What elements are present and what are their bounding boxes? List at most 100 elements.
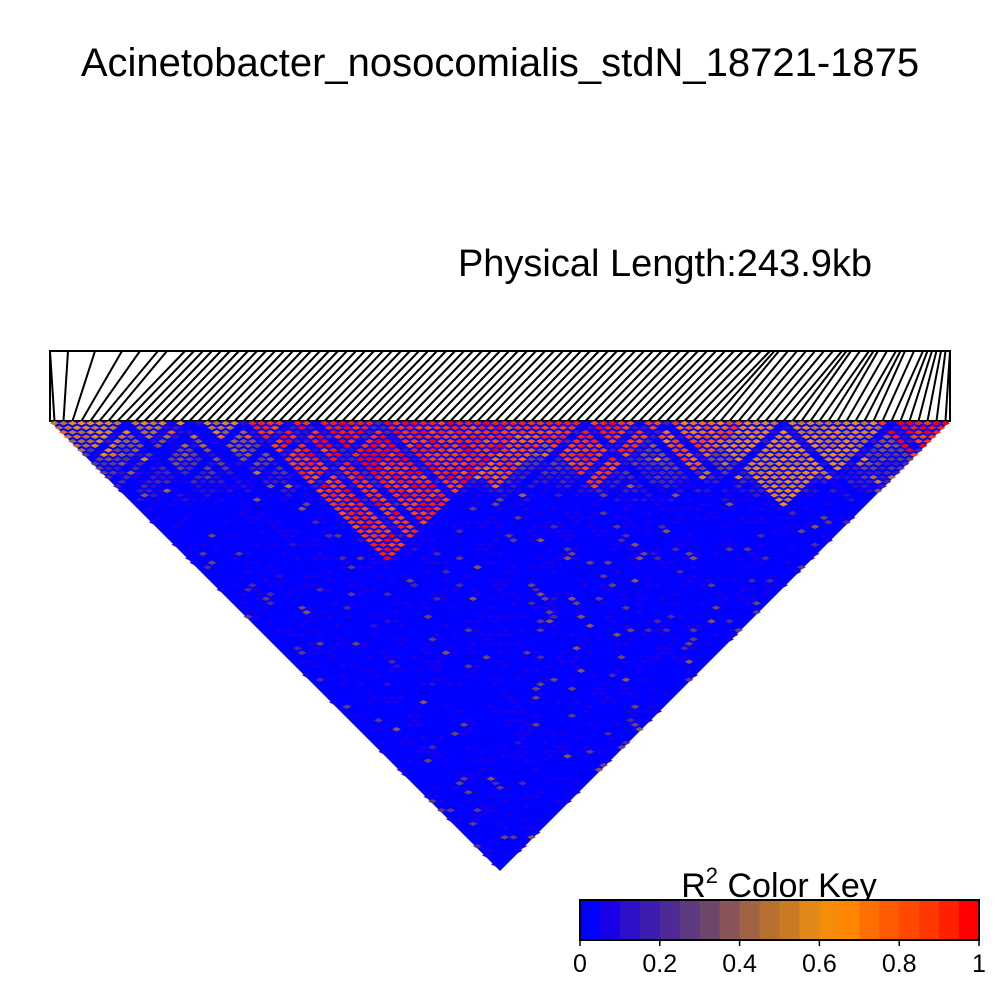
ld-cell: [761, 457, 770, 462]
ld-cell: [500, 718, 509, 723]
ld-cell: [500, 583, 509, 588]
ld-cell: [288, 632, 298, 637]
ld-cell: [684, 425, 694, 430]
ld-cell: [779, 583, 788, 588]
ld-cell: [545, 529, 554, 534]
ld-cell: [432, 479, 442, 484]
color-key-bins: [580, 900, 980, 940]
ld-cell: [774, 452, 784, 457]
ld-cell: [540, 425, 550, 430]
ld-cell: [558, 470, 568, 475]
ld-cell: [603, 443, 613, 448]
ld-cell: [149, 475, 158, 480]
ld-cell: [113, 448, 122, 453]
ld-cell: [819, 533, 829, 538]
ld-cell: [914, 421, 923, 426]
snp-connector: [512, 350, 582, 422]
ld-cell: [545, 484, 554, 489]
ld-cell: [81, 452, 91, 457]
ld-cell: [527, 439, 536, 444]
ld-cell: [423, 425, 433, 430]
ld-cell: [158, 466, 167, 471]
ld-cell: [779, 502, 788, 507]
color-key-bin: [639, 900, 661, 940]
ld-cell: [338, 673, 347, 678]
ld-cell: [792, 434, 802, 439]
ld-cell: [383, 547, 392, 552]
ld-cell: [585, 443, 595, 448]
ld-cell: [819, 452, 829, 457]
ld-cell: [621, 686, 631, 691]
ld-cell: [306, 452, 316, 457]
ld-cell: [536, 691, 545, 696]
ld-cell: [585, 722, 595, 727]
ld-cell: [450, 650, 460, 655]
ld-cell: [482, 457, 491, 462]
ld-cell: [891, 461, 901, 466]
ld-cell: [693, 443, 703, 448]
ld-cell: [792, 488, 802, 493]
ld-cell: [149, 421, 158, 426]
ld-cell: [144, 506, 154, 511]
ld-cell: [545, 565, 554, 570]
ld-cell: [770, 484, 779, 489]
ld-cell: [419, 493, 428, 498]
ld-cell: [590, 430, 599, 435]
ld-cell: [113, 466, 122, 471]
ld-cell: [482, 448, 491, 453]
ld-cell: [333, 515, 343, 520]
snp-connector: [557, 350, 627, 422]
ld-cell: [347, 475, 356, 480]
ld-cell: [738, 461, 748, 466]
ld-cell: [396, 452, 406, 457]
ld-cell: [617, 439, 626, 444]
ld-cell: [149, 457, 158, 462]
ld-cell: [671, 484, 680, 489]
ld-cell: [689, 430, 698, 435]
ld-cell: [855, 470, 865, 475]
snp-connector: [413, 350, 483, 422]
ld-cell: [473, 520, 482, 525]
ld-cell: [473, 772, 482, 777]
ld-cell: [486, 839, 496, 844]
ld-cell: [455, 556, 464, 561]
ld-cell: [495, 470, 505, 475]
ld-cell: [563, 466, 572, 471]
ld-cell: [927, 434, 937, 439]
ld-cell: [468, 722, 478, 727]
ld-cell: [405, 515, 415, 520]
ld-cell: [495, 434, 505, 439]
ld-cell: [324, 461, 334, 466]
ld-cell: [315, 542, 325, 547]
ld-cell: [522, 506, 532, 511]
ld-cell: [396, 497, 406, 502]
ld-cell: [423, 452, 433, 457]
ld-cell: [356, 538, 365, 543]
ld-cell: [797, 430, 806, 435]
color-key-bin: [659, 900, 681, 940]
ld-cell: [518, 781, 527, 786]
ld-cell: [216, 587, 226, 592]
ld-cell: [572, 601, 581, 606]
ld-cell: [464, 664, 473, 669]
ld-cell: [356, 466, 365, 471]
ld-cell: [360, 461, 370, 466]
ld-cell: [837, 443, 847, 448]
ld-cell: [432, 560, 442, 565]
ld-cell: [747, 461, 757, 466]
ld-cell: [684, 623, 694, 628]
ld-cell: [630, 425, 640, 430]
ld-cell: [855, 479, 865, 484]
ld-cell: [347, 502, 356, 507]
ld-cell: [392, 475, 401, 480]
ld-cell: [311, 574, 320, 579]
ld-cell: [315, 551, 325, 556]
ld-cell: [468, 434, 478, 439]
ld-cell: [549, 731, 559, 736]
ld-cell: [531, 794, 541, 799]
ld-cell: [68, 421, 77, 426]
ld-cell: [500, 628, 509, 633]
ld-cell: [554, 484, 563, 489]
ld-cell: [527, 430, 536, 435]
